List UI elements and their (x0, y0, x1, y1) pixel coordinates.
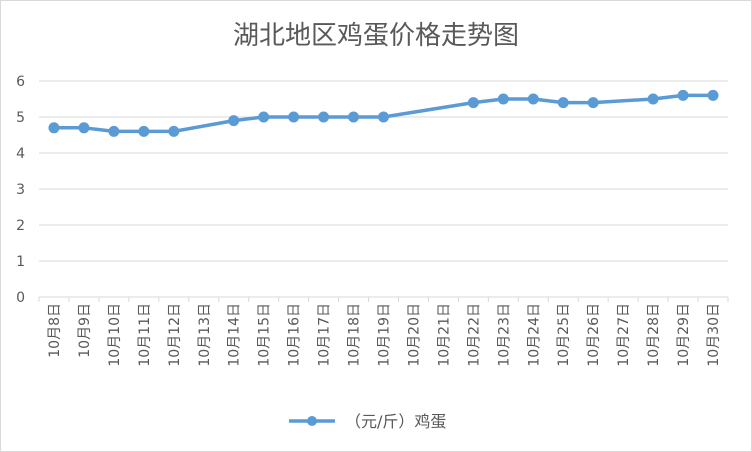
data-point (647, 93, 659, 105)
x-tick-label: 10月27日 (616, 303, 632, 367)
x-tick-label: 10月29日 (676, 303, 692, 367)
x-tick-label: 10月11日 (137, 303, 153, 367)
data-point (527, 93, 539, 105)
x-tick-label: 10月20日 (406, 303, 422, 367)
data-point (587, 97, 599, 109)
x-tick-label: 10月16日 (287, 303, 303, 367)
x-tick-label: 10月15日 (257, 303, 273, 367)
x-tick-label: 10月10日 (107, 303, 123, 367)
x-tick-label: 10月19日 (377, 303, 393, 367)
data-point (318, 111, 330, 123)
x-tick-label: 10月26日 (586, 303, 602, 367)
x-tick-label: 10月24日 (526, 303, 542, 367)
data-point (348, 111, 360, 123)
x-tick-label: 10月14日 (227, 303, 243, 367)
chart-title: 湖北地区鸡蛋价格走势图 (232, 21, 519, 51)
x-tick-label: 10月30日 (706, 303, 722, 367)
x-tick-label: 10月18日 (347, 303, 363, 367)
x-tick-label: 10月23日 (496, 303, 512, 367)
data-point (497, 93, 509, 105)
x-tick-label: 10月17日 (317, 303, 333, 367)
x-tick-label: 10月21日 (436, 303, 452, 367)
x-tick-label: 10月22日 (466, 303, 482, 367)
y-tick-label: 5 (16, 110, 25, 126)
data-point (288, 111, 300, 123)
data-point (228, 115, 240, 127)
data-point (258, 111, 270, 123)
data-point (108, 125, 120, 137)
x-tick-label: 10月28日 (646, 303, 662, 367)
y-tick-label: 6 (16, 74, 25, 90)
x-tick-label: 10月9日 (77, 303, 93, 358)
data-point (78, 122, 90, 134)
data-point (48, 122, 60, 134)
x-tick-label: 10月12日 (167, 303, 183, 367)
data-point (378, 111, 389, 123)
data-point (677, 89, 689, 101)
y-tick-label: 4 (16, 146, 25, 162)
data-point (168, 125, 180, 137)
data-point (707, 89, 719, 101)
y-tick-label: 2 (16, 218, 25, 234)
data-point (467, 97, 479, 109)
data-point (557, 97, 569, 109)
legend-marker (307, 416, 317, 426)
y-tick-label: 0 (16, 290, 25, 306)
x-tick-label: 10月8日 (47, 303, 63, 358)
y-tick-label: 3 (16, 182, 25, 198)
legend-label: （元/斤）鸡蛋 (345, 412, 446, 431)
y-tick-label: 1 (16, 254, 25, 270)
x-tick-label: 10月25日 (556, 303, 572, 367)
data-point (138, 125, 150, 137)
x-tick-label: 10月13日 (197, 303, 213, 367)
